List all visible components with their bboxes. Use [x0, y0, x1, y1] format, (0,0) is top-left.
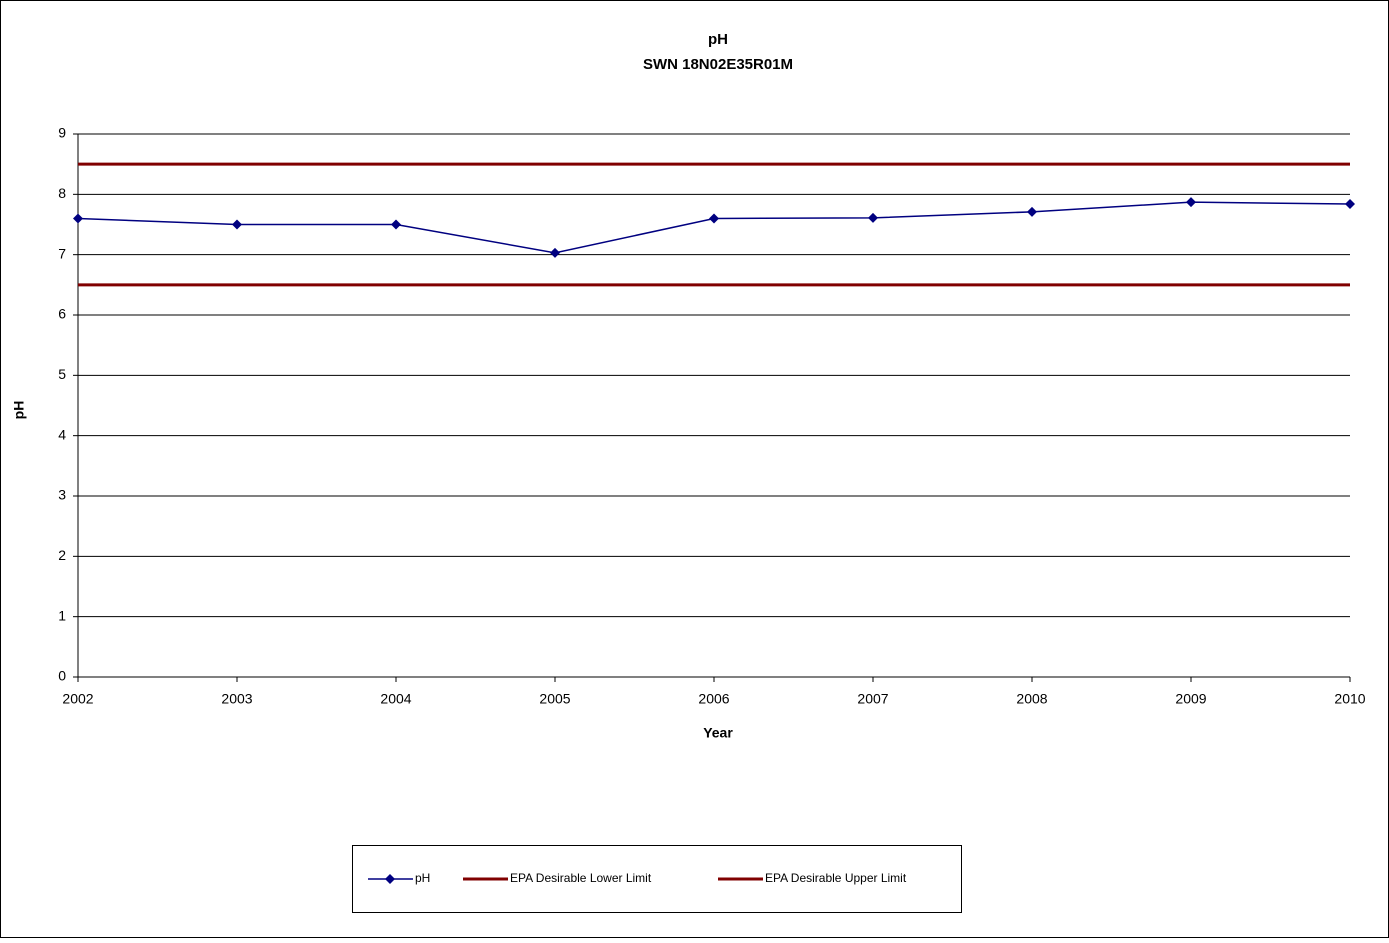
data-point	[232, 219, 242, 230]
legend-marker	[385, 874, 395, 884]
x-tick-label: 2005	[539, 691, 570, 707]
x-axis-label: Year	[703, 725, 733, 741]
legend-box	[352, 845, 962, 913]
y-tick-label: 5	[58, 366, 66, 382]
data-point	[1345, 198, 1355, 209]
data-point	[1186, 197, 1196, 208]
legend-label: pH	[415, 871, 430, 885]
y-tick-label: 4	[58, 426, 66, 442]
y-axis-label: pH	[11, 401, 27, 420]
data-point	[1027, 206, 1037, 217]
chart-subtitle: SWN 18N02E35R01M	[643, 56, 793, 73]
y-tick-label: 8	[58, 185, 66, 201]
chart-title: pH	[708, 31, 728, 48]
y-tick-label: 7	[58, 245, 66, 261]
y-tick-label: 9	[58, 125, 66, 141]
x-tick-label: 2003	[221, 691, 252, 707]
y-tick-label: 0	[58, 668, 66, 684]
x-tick-label: 2004	[380, 691, 411, 707]
legend-label: EPA Desirable Lower Limit	[510, 871, 652, 885]
y-tick-label: 2	[58, 547, 66, 563]
x-tick-label: 2006	[698, 691, 729, 707]
data-point	[73, 213, 83, 224]
data-point	[868, 212, 878, 223]
x-tick-label: 2010	[1334, 691, 1365, 707]
x-tick-label: 2008	[1016, 691, 1047, 707]
legend-label: EPA Desirable Upper Limit	[765, 871, 907, 885]
x-tick-label: 2009	[1175, 691, 1206, 707]
y-tick-label: 6	[58, 306, 66, 322]
data-point	[550, 247, 560, 258]
x-tick-label: 2002	[62, 691, 93, 707]
data-point	[391, 219, 401, 230]
y-tick-label: 3	[58, 487, 66, 503]
x-tick-label: 2007	[857, 691, 888, 707]
data-point	[709, 213, 719, 224]
y-tick-label: 1	[58, 607, 66, 623]
